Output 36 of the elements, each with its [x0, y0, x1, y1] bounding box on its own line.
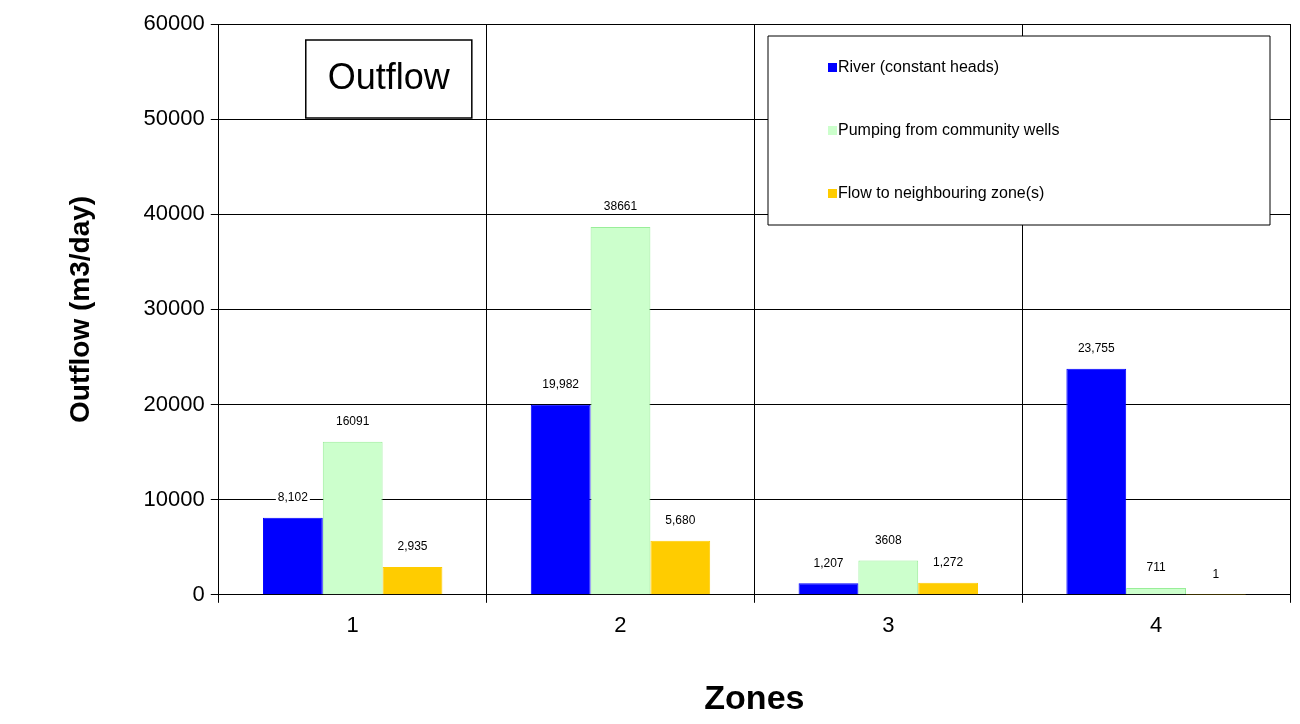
- bar: [650, 540, 711, 595]
- data-label: 1,272: [933, 555, 964, 570]
- data-label: 38661: [603, 199, 638, 214]
- data-label: 711: [1146, 560, 1166, 575]
- text: Outflow: [327, 55, 451, 97]
- x-axis-title: Zones: [704, 677, 805, 716]
- y-tick-label: 50000: [143, 105, 205, 131]
- data-label: 19,982: [542, 377, 580, 392]
- legend-label: Flow to neighbouring zone(s): [838, 184, 1045, 202]
- data-label: 8,102: [277, 490, 309, 505]
- legend-label: River (constant heads): [838, 58, 999, 76]
- data-label: 23,755: [1077, 341, 1115, 356]
- data-label: 1: [1212, 567, 1220, 582]
- data-label: 16091: [335, 414, 370, 429]
- data-label: 3608: [874, 532, 902, 547]
- x-tick-label: 1: [346, 612, 359, 638]
- bar: [530, 404, 591, 595]
- x-tick-label: 2: [614, 612, 627, 638]
- y-axis-title: Outflow (m3/day): [63, 195, 95, 423]
- data-label: 1,207: [813, 555, 844, 570]
- data-label: 2,935: [397, 539, 428, 554]
- bar: [918, 582, 979, 595]
- y-tick-label: 10000: [143, 485, 205, 511]
- x-tick-label: 3: [882, 612, 895, 638]
- bar: [1066, 368, 1127, 595]
- legend-label: Pumping from community wells: [838, 121, 1060, 139]
- y-tick-label: 60000: [143, 10, 205, 36]
- x-tick-label: 4: [1149, 612, 1163, 638]
- y-tick-label: 40000: [143, 200, 205, 226]
- data-label: 5,680: [665, 513, 696, 528]
- bar: [262, 517, 323, 595]
- bar: [798, 583, 859, 595]
- bar: [382, 566, 443, 595]
- y-tick-label: 30000: [143, 295, 205, 321]
- y-tick-label: 20000: [143, 390, 205, 416]
- y-tick-label: 0: [192, 580, 205, 606]
